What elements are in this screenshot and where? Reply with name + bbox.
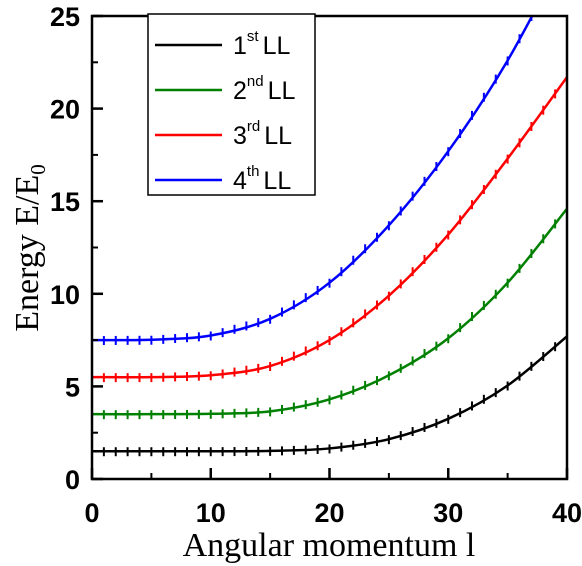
y-tick-label: 10 bbox=[50, 280, 80, 310]
y-tick-label: 5 bbox=[65, 372, 80, 402]
legend-label-suffix: LL bbox=[263, 32, 291, 60]
legend-label: 2nd LL bbox=[233, 73, 295, 105]
series-1 bbox=[92, 332, 567, 457]
legend-label: 3rd LL bbox=[233, 118, 292, 150]
series-3 bbox=[92, 73, 567, 383]
legend-label-number: 4 bbox=[233, 167, 247, 195]
legend-entry: 2nd LL bbox=[155, 73, 295, 105]
legend-label-suffix: LL bbox=[268, 77, 296, 105]
legend-label-suffix: LL bbox=[263, 167, 291, 195]
legend-entry: 3rd LL bbox=[155, 118, 292, 150]
legend-entry: 4th LL bbox=[155, 163, 291, 195]
x-tick-label: 10 bbox=[196, 498, 226, 528]
x-tick-label: 20 bbox=[314, 498, 344, 528]
x-axis-title: Angular momentum l bbox=[183, 527, 476, 564]
series-4 bbox=[92, 16, 534, 346]
legend-label-superscript: st bbox=[247, 28, 260, 45]
y-axis-title-main: Energy E/E bbox=[9, 175, 46, 332]
y-axis-title: Energy E/E0 bbox=[9, 164, 50, 332]
x-tick-label: 40 bbox=[552, 498, 582, 528]
legend-label: 4th LL bbox=[233, 163, 291, 195]
x-tick-label: 30 bbox=[433, 498, 463, 528]
legend-label-superscript: nd bbox=[247, 73, 264, 90]
y-tick-label: 0 bbox=[65, 465, 80, 495]
legend-label: 1st LL bbox=[233, 28, 290, 60]
y-tick-label: 20 bbox=[50, 95, 80, 125]
series-2 bbox=[92, 204, 567, 420]
y-tick-label: 15 bbox=[50, 187, 80, 217]
legend-label-superscript: rd bbox=[247, 118, 260, 135]
y-axis-title-subscript: 0 bbox=[26, 164, 50, 175]
series-line bbox=[92, 76, 567, 379]
x-tick-label: 0 bbox=[84, 498, 99, 528]
legend-entry: 1st LL bbox=[155, 28, 290, 60]
legend-label-number: 3 bbox=[233, 122, 247, 150]
legend-label-suffix: LL bbox=[264, 122, 292, 150]
y-tick-label: 25 bbox=[50, 2, 80, 32]
legend-label-number: 1 bbox=[233, 32, 247, 60]
legend-label-number: 2 bbox=[233, 77, 247, 105]
legend-label-superscript: th bbox=[247, 163, 260, 180]
series-line bbox=[92, 207, 567, 416]
